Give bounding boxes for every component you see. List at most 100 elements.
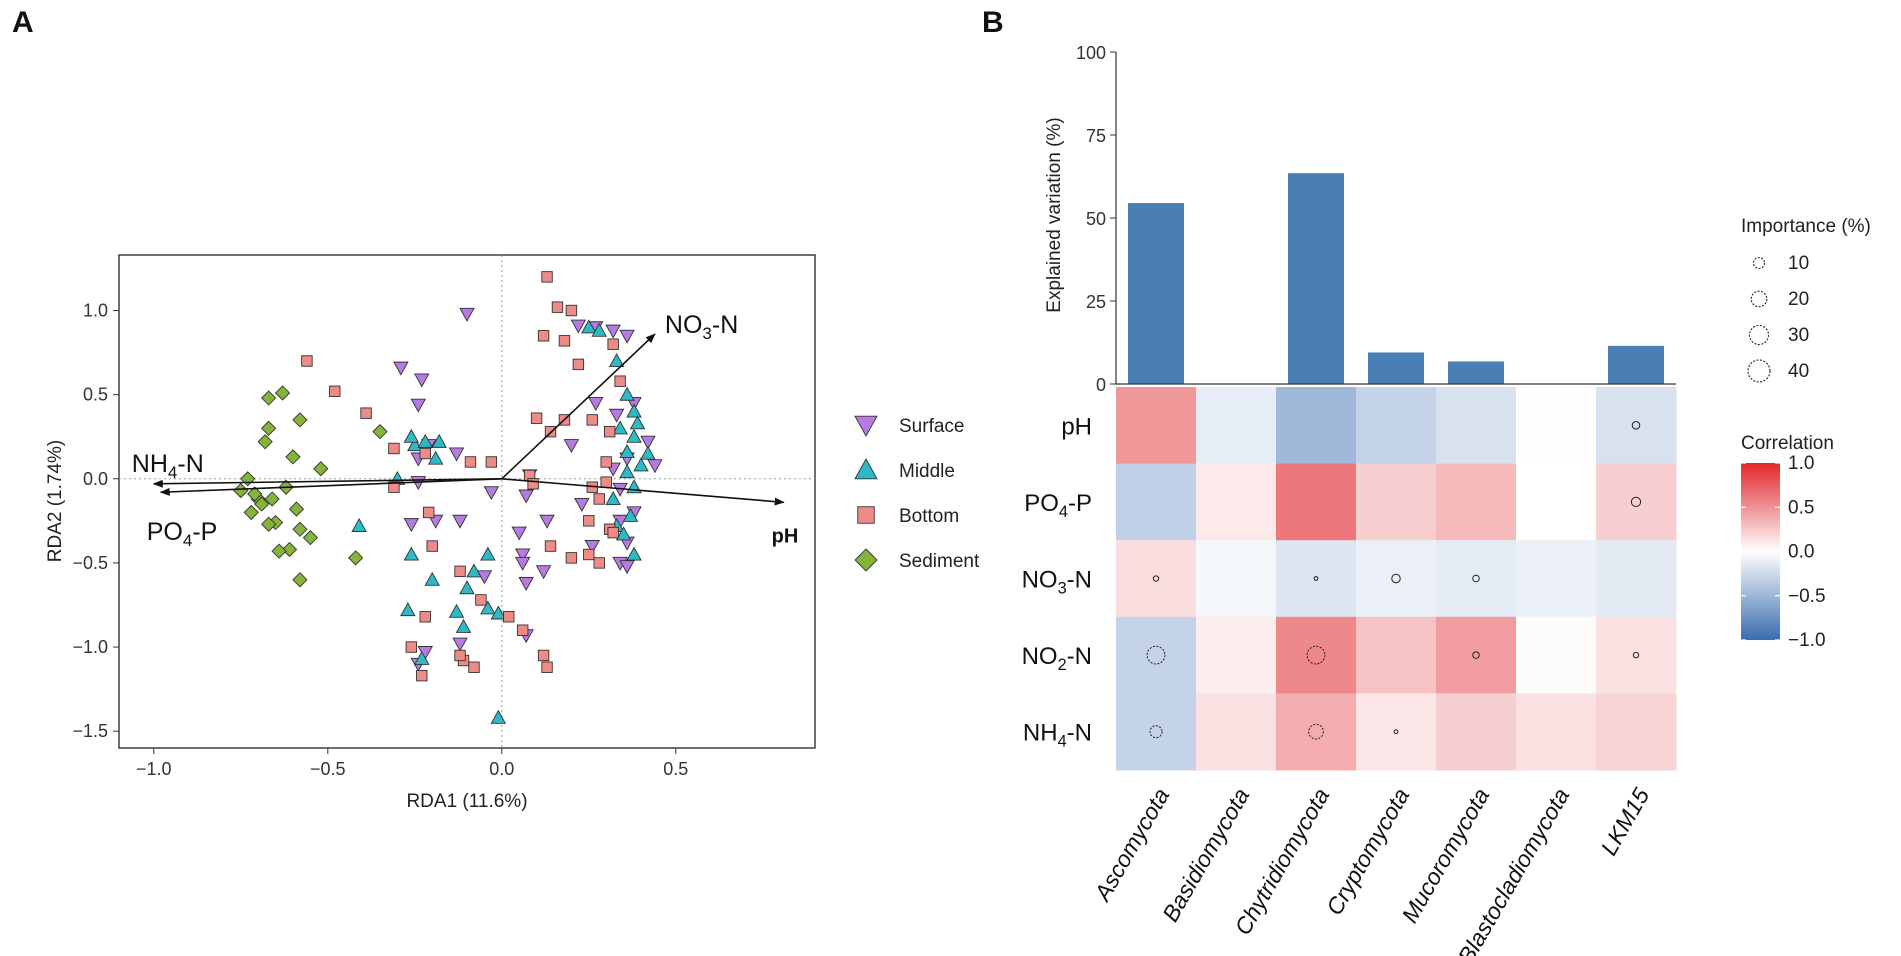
bottom-point [527, 478, 539, 490]
middle-point [427, 450, 444, 465]
surface-point [605, 324, 621, 339]
surface-point [584, 540, 601, 555]
middle-point [480, 600, 496, 615]
bar-y-tick-label: 25 [1086, 292, 1106, 312]
bottom-point [541, 271, 553, 283]
bottom-point [572, 358, 585, 371]
middle-point [400, 602, 416, 617]
middle-point [626, 546, 642, 561]
bottom-point [544, 540, 557, 552]
sediment-point [285, 449, 301, 465]
rda-y-tick-label: −1.5 [72, 721, 108, 741]
sediment-point [261, 390, 277, 406]
heatmap-col-label: LKM15 [1595, 783, 1654, 859]
bottom-point [537, 330, 550, 342]
heatmap-cell [1116, 463, 1197, 541]
heatmap-col-label: Mucoromycota [1396, 784, 1494, 928]
middle-point [608, 353, 625, 368]
middle-point [424, 571, 440, 586]
middle-point [581, 319, 597, 334]
bottom-point [360, 407, 372, 419]
bar-y-tick-label: 0 [1096, 375, 1106, 395]
bottom-point [583, 515, 595, 527]
surface-point [619, 560, 635, 575]
bottom-point [419, 611, 431, 623]
heatmap-row-label-suffix: -P [1068, 490, 1092, 517]
colorbar-tick-label: 0.0 [1788, 542, 1814, 563]
heatmap-cell [1596, 540, 1677, 618]
vector-nh4n-label-main: NH [132, 450, 168, 478]
vector-nh4n-label: NH4-N [132, 450, 204, 482]
heatmap-cell [1356, 616, 1437, 694]
bar-mucoromycota [1448, 361, 1504, 384]
vector-no3n-label-subscript: 3 [702, 324, 711, 343]
heatmap-cell [1436, 540, 1517, 618]
heatmap-row-label: pH [1061, 413, 1092, 440]
heatmap-col-label: Cryptomycota [1321, 784, 1414, 920]
heatmap-cell [1116, 616, 1197, 694]
importance-circle [1632, 651, 1640, 659]
bottom-point [423, 506, 435, 519]
heatmap-cell [1436, 616, 1517, 694]
vector-nh4n-label-suffix: -N [177, 450, 203, 478]
heatmap-cell [1436, 693, 1517, 771]
bottom-point [388, 481, 400, 493]
sediment-point [348, 550, 364, 566]
surface-point [570, 319, 587, 334]
heatmap-cell [1196, 463, 1277, 541]
sediment-point [271, 543, 287, 559]
bottom-point [607, 338, 619, 350]
panel-a-letter: A [12, 6, 34, 39]
importance-circle [1306, 645, 1326, 665]
bar-y-tick-label: 100 [1076, 43, 1106, 63]
heatmap-cell [1436, 387, 1517, 465]
surface-point [535, 565, 552, 580]
middle-point [403, 428, 420, 443]
middle-point [480, 546, 496, 561]
heatmap-cell [1196, 693, 1277, 771]
vector-po4p-label-main: PO [147, 518, 183, 546]
importance-circle [1393, 729, 1399, 735]
bottom-point [419, 447, 431, 460]
rda-plot-frame [118, 254, 816, 749]
rda-y-tick-label: 0.5 [83, 385, 108, 405]
heatmap-row-label-main: pH [1061, 413, 1092, 440]
rda-y-tick-label: 1.0 [83, 301, 108, 321]
rda-y-tick-label: 0.0 [83, 469, 108, 489]
vector-po4p-arrow [159, 477, 502, 496]
sediment-point [257, 434, 273, 450]
surface-point [403, 518, 420, 533]
bottom-point [485, 456, 498, 468]
legend-middle-marker [854, 458, 878, 480]
rda-x-tick-label: −1.0 [136, 759, 172, 779]
heatmap-cell [1276, 540, 1357, 618]
surface-point [459, 307, 475, 322]
middle-point [640, 445, 656, 460]
legend-surface-label: Surface [899, 416, 964, 437]
heatmap-cell [1276, 463, 1357, 541]
surface-point [563, 439, 580, 454]
importance-legend: Importance (%) 10 20 30 40 [1741, 216, 1871, 383]
legend-sediment-marker [854, 548, 878, 572]
bar-y-tick-label: 75 [1086, 126, 1106, 146]
importance-circle [1149, 725, 1163, 739]
bottom-point [454, 565, 466, 578]
heatmap-col-label: Basidiomycota [1157, 784, 1254, 927]
heatmap-cell [1276, 387, 1357, 465]
bottom-point [329, 385, 341, 397]
sediment-point [233, 482, 249, 499]
sediment-point [302, 530, 319, 546]
heatmap-row-label-subscript: 2 [1058, 656, 1067, 674]
vector-po4p-label: PO4-P [147, 518, 218, 550]
bottom-point [558, 335, 571, 347]
rda-y-tick-label: −1.0 [72, 637, 108, 657]
bottom-point [583, 548, 595, 561]
surface-point [518, 577, 534, 592]
rda-x-axis-title: RDA1 (11.6%) [406, 791, 527, 812]
bottom-point [593, 557, 605, 569]
heatmap-cell [1196, 387, 1277, 465]
importance-circle [1630, 496, 1642, 508]
vector-ph-label: pH [772, 525, 799, 547]
vector-po4p-label-suffix: -P [192, 518, 217, 546]
